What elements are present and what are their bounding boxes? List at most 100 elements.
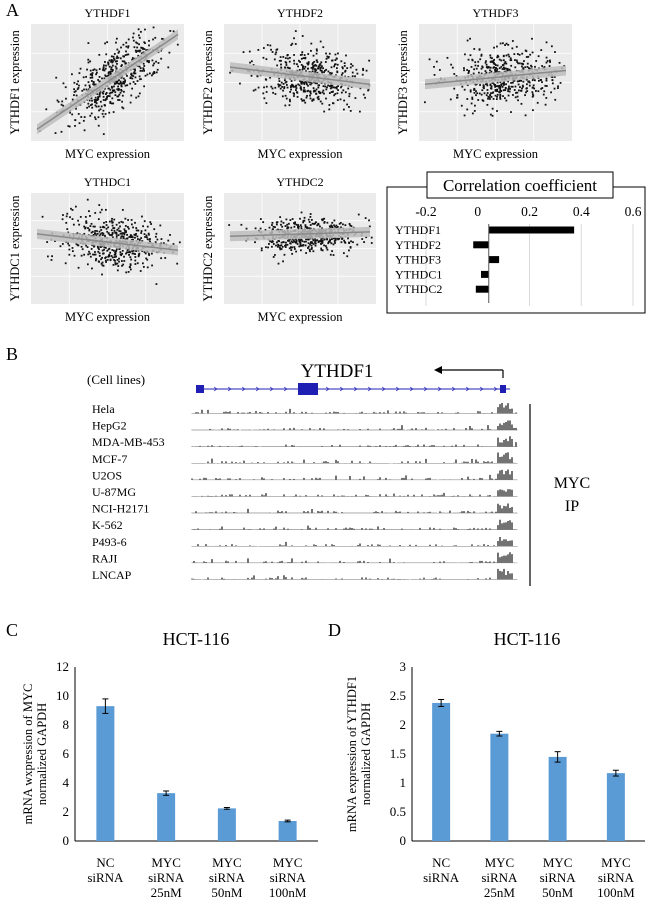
bar-tick-label: 0 bbox=[63, 833, 70, 848]
scatter-point bbox=[146, 225, 149, 228]
scatter-point bbox=[314, 237, 316, 240]
scatter-point bbox=[114, 251, 117, 254]
scatter-point bbox=[348, 92, 351, 95]
gene-direction-tick bbox=[325, 386, 330, 392]
scatter-point bbox=[272, 243, 275, 245]
scatter-point bbox=[139, 270, 142, 272]
scatter-point bbox=[98, 93, 101, 96]
scatter-point bbox=[122, 107, 125, 110]
scatter-point bbox=[495, 66, 497, 69]
scatter-point bbox=[113, 85, 115, 88]
scatter-point bbox=[340, 73, 343, 76]
scatter-point bbox=[126, 84, 129, 87]
scatter-point bbox=[301, 99, 304, 102]
scatter-point bbox=[340, 241, 343, 244]
scatter-point bbox=[286, 226, 289, 229]
scatter-point bbox=[492, 60, 495, 62]
scatter-point bbox=[94, 232, 97, 235]
scatter-point bbox=[284, 57, 287, 60]
scatter-point bbox=[473, 48, 476, 50]
corr-bar bbox=[480, 270, 489, 278]
scatter-point bbox=[104, 61, 106, 63]
gene-direction-tick bbox=[465, 386, 470, 392]
panel-label-b: B bbox=[6, 344, 18, 364]
scatter-point bbox=[125, 50, 127, 53]
scatter-point bbox=[348, 249, 350, 252]
scatter-point bbox=[276, 221, 279, 224]
scatter-point bbox=[293, 222, 296, 225]
scatter-point bbox=[485, 60, 487, 63]
scatter-point bbox=[499, 81, 502, 83]
ip-label: MYC bbox=[554, 475, 590, 492]
scatter-point bbox=[303, 83, 306, 85]
scatter-point bbox=[318, 64, 321, 66]
scatter-point bbox=[273, 58, 276, 61]
scatter-point bbox=[262, 221, 265, 224]
scatter-point bbox=[311, 242, 314, 244]
corr-tick-label: 0.2 bbox=[521, 204, 538, 219]
scatter-point bbox=[498, 84, 501, 87]
scatter-point bbox=[111, 217, 113, 220]
scatter-point bbox=[522, 68, 525, 71]
bar bbox=[217, 808, 236, 841]
scatter-point bbox=[305, 252, 308, 254]
scatter-point bbox=[341, 67, 344, 70]
scatter-point bbox=[318, 91, 321, 94]
scatter-point bbox=[102, 67, 105, 70]
scatter-point bbox=[478, 48, 481, 51]
scatter-point bbox=[106, 258, 109, 261]
scatter-point bbox=[314, 90, 317, 92]
scatter-point bbox=[254, 227, 257, 230]
scatter-point bbox=[321, 249, 324, 252]
scatter-point bbox=[502, 89, 505, 92]
scatter-point bbox=[150, 223, 152, 225]
scatter-point bbox=[325, 88, 328, 91]
scatter-point bbox=[290, 226, 293, 229]
gene-direction-tick bbox=[213, 386, 218, 392]
scatter-point bbox=[463, 114, 466, 117]
bar-category-label: MYC bbox=[212, 855, 242, 870]
scatter-point bbox=[524, 66, 527, 69]
scatter-point bbox=[463, 88, 466, 91]
scatter-point bbox=[285, 84, 288, 86]
correlation-title-box bbox=[426, 171, 614, 199]
scatter-point bbox=[287, 222, 290, 225]
scatter-point bbox=[319, 67, 322, 70]
scatter-point bbox=[473, 88, 476, 91]
scatter-point bbox=[515, 91, 517, 94]
scatter-point bbox=[84, 227, 87, 230]
scatter-point bbox=[71, 218, 74, 221]
scatter-point bbox=[509, 88, 512, 90]
scatter-point bbox=[99, 211, 102, 214]
scatter-point bbox=[116, 48, 119, 51]
scatter-point bbox=[305, 96, 308, 99]
scatter-point bbox=[77, 80, 79, 83]
scatter-point bbox=[333, 63, 336, 66]
scatter-point bbox=[135, 229, 138, 232]
scatter-point bbox=[176, 43, 179, 46]
scatter-point bbox=[144, 236, 146, 238]
scatter-point bbox=[496, 81, 499, 84]
scatter-point bbox=[310, 66, 313, 69]
scatter-point bbox=[120, 89, 123, 92]
scatter-point bbox=[102, 69, 104, 71]
scatter-point bbox=[169, 30, 172, 32]
scatter-point bbox=[130, 73, 133, 76]
scatter-point bbox=[119, 57, 122, 60]
gene-direction-tick bbox=[395, 386, 400, 392]
scatter-point bbox=[111, 232, 114, 235]
scatter-point bbox=[287, 67, 290, 69]
scatter-point bbox=[92, 253, 94, 256]
scatter-point bbox=[105, 227, 108, 230]
scatter-point bbox=[289, 100, 291, 103]
scatter-point bbox=[315, 88, 318, 91]
scatter-point bbox=[280, 220, 283, 223]
scatter-point bbox=[50, 259, 53, 261]
scatter-point bbox=[105, 53, 108, 56]
scatter-point bbox=[60, 130, 63, 133]
scatter-point bbox=[101, 234, 104, 236]
scatter-point bbox=[295, 239, 298, 242]
scatter-point bbox=[344, 69, 347, 72]
scatter-point bbox=[517, 83, 520, 86]
scatter-point bbox=[138, 49, 140, 52]
